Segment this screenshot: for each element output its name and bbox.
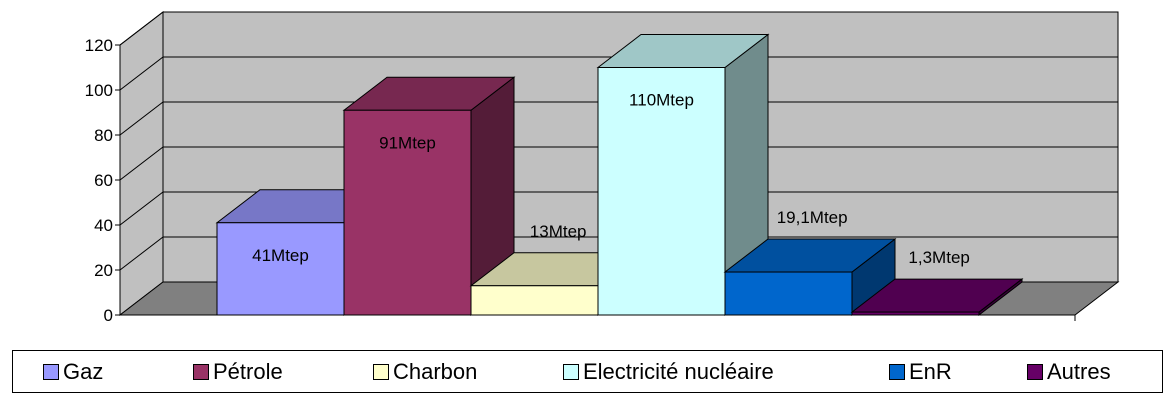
bar-autres <box>850 278 1024 317</box>
legend-label-electricite: Electricité nucléaire <box>583 358 774 384</box>
data-label-autres: 1,3Mtep <box>908 248 969 267</box>
legend-item-autres: Autres <box>1027 351 1111 392</box>
data-label-charbon: 13Mtep <box>530 222 587 241</box>
legend-label-autres: Autres <box>1047 358 1111 384</box>
legend-item-electricite: Electricité nucléaire <box>563 351 774 392</box>
legend-label-gaz: Gaz <box>63 358 104 384</box>
gridline <box>119 101 1118 136</box>
bar-petrole <box>342 76 516 317</box>
bar-chart: 0 20 40 60 80 100 120 41Mtep 91Mtep 13Mtep 110Mte… <box>85 10 1120 325</box>
gridline <box>119 191 1118 226</box>
legend-item-petrole: Pétrole <box>193 351 283 392</box>
bar-front <box>216 222 345 316</box>
bar-enr <box>723 238 897 317</box>
gridline <box>119 146 1118 181</box>
data-label-electricite-nucleaire: 110Mtep <box>629 91 694 110</box>
data-label-petrole: 91Mtep <box>379 133 436 152</box>
legend-label-charbon: Charbon <box>393 358 478 384</box>
legend-swatch-petrole <box>193 363 209 380</box>
gridline <box>119 56 1118 91</box>
bar-electricite-nucleaire <box>596 33 770 317</box>
y-tick-label: 120 <box>85 36 113 55</box>
bar-front <box>597 67 726 316</box>
legend-label-enr: EnR <box>909 358 952 384</box>
data-label-gaz: 41Mtep <box>252 246 309 265</box>
gridline <box>119 11 1118 46</box>
y-tick-label: 80 <box>94 126 113 145</box>
bar-front <box>343 109 472 316</box>
legend: Gaz Pétrole Charbon Electricité nucléair… <box>12 350 1163 393</box>
y-tick-label: 100 <box>85 81 113 100</box>
legend-swatch-gaz <box>43 363 59 380</box>
y-tick-label: 60 <box>94 171 113 190</box>
legend-label-petrole: Pétrole <box>213 358 283 384</box>
legend-swatch-autres <box>1027 363 1043 380</box>
y-tick-label: 0 <box>104 306 113 325</box>
legend-item-gaz: Gaz <box>43 351 103 392</box>
legend-swatch-enr <box>889 363 905 380</box>
legend-item-enr: EnR <box>889 351 952 392</box>
bar-front <box>470 285 599 316</box>
legend-swatch-electricite <box>563 363 579 380</box>
legend-item-charbon: Charbon <box>373 351 477 392</box>
y-tick-label: 40 <box>94 216 113 235</box>
bar-front <box>724 271 853 316</box>
legend-swatch-charbon <box>373 363 389 380</box>
data-label-enr: 19,1Mtep <box>777 208 848 227</box>
bar-front <box>851 311 980 316</box>
y-tick-label: 20 <box>94 261 113 280</box>
gridline <box>119 236 1118 271</box>
